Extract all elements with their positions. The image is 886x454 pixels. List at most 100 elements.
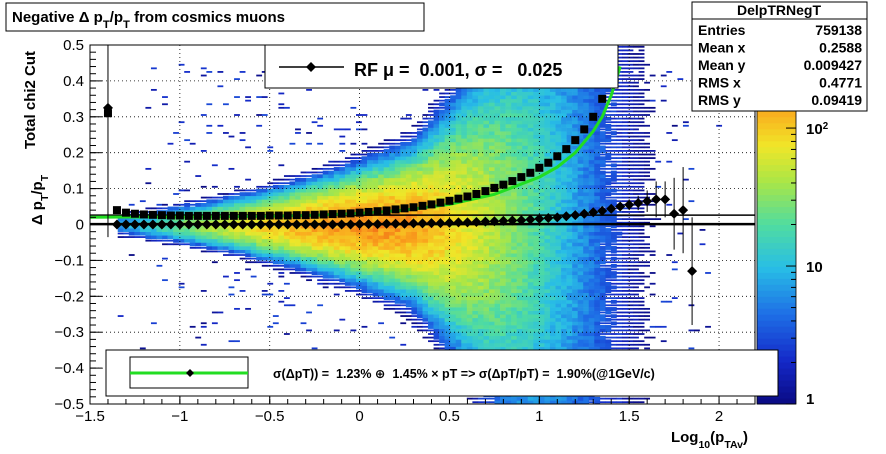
heatmap-cell: [511, 321, 518, 326]
heatmap-cell: [527, 210, 534, 215]
heatmap-cell: [383, 256, 390, 261]
heatmap-cell: [422, 174, 429, 179]
heatmap-cell: [428, 156, 434, 161]
heatmap-cell: [544, 116, 551, 121]
heatmap-cell: [272, 238, 279, 243]
heatmap-cell: [272, 256, 279, 261]
heatmap-cell: [572, 120, 578, 125]
heatmap-cell: [555, 109, 562, 114]
heatmap-cell: [566, 307, 573, 311]
heatmap-cell: [599, 401, 606, 404]
heatmap-cell: [428, 103, 434, 106]
heatmap-cell: [333, 260, 340, 265]
heatmap-cell: [610, 397, 617, 400]
heatmap-cell: [234, 279, 240, 282]
heatmap-cell: [311, 177, 318, 182]
heatmap-cell: [416, 138, 423, 143]
heatmap-cell: [583, 303, 590, 308]
heatmap-cell: [594, 220, 601, 225]
heatmap-cell: [505, 224, 512, 229]
heatmap-cell: [411, 228, 418, 232]
heatmap-cell: [461, 106, 468, 110]
heatmap-cell: [378, 185, 385, 189]
heatmap-cell: [383, 167, 390, 171]
heatmap-cell: [610, 224, 617, 229]
heatmap-cell: [428, 170, 434, 175]
heatmap-cell: [394, 199, 401, 204]
heatmap-cell: [461, 303, 468, 308]
heatmap-cell: [505, 174, 512, 179]
heatmap-cell: [300, 185, 307, 189]
heatmap-cell: [416, 260, 423, 265]
heatmap-cell: [311, 271, 318, 276]
heatmap-cell: [283, 178, 290, 181]
heatmap-cell: [455, 256, 462, 261]
heatmap-cell: [422, 138, 429, 143]
heatmap-cell: [350, 329, 357, 332]
heatmap-cell: [466, 228, 473, 232]
heatmap-cell: [289, 268, 296, 271]
heatmap-cell: [444, 231, 451, 236]
heatmap-cell: [610, 220, 617, 225]
heatmap-cell: [367, 235, 373, 240]
heatmap-cell: [500, 134, 506, 139]
heatmap-cell: [527, 400, 534, 405]
heatmap-cell: [405, 263, 412, 268]
heatmap-cell: [605, 92, 612, 95]
heatmap-cell: [594, 156, 601, 161]
heatmap-cell: [572, 174, 578, 179]
heatmap-cell: [505, 342, 512, 347]
heatmap-cell: [350, 206, 357, 211]
heatmap-cell: [217, 71, 224, 73]
heatmap-cell: [228, 199, 235, 204]
heatmap-cell: [234, 340, 240, 343]
heatmap-cell: [561, 278, 567, 283]
heatmap-cell: [527, 134, 534, 139]
heatmap-cell: [533, 116, 540, 121]
heatmap-cell: [461, 285, 468, 290]
heatmap-cell: [344, 185, 351, 189]
heatmap-cell: [278, 231, 285, 236]
heatmap-cell: [272, 235, 279, 240]
heatmap-cell: [561, 249, 567, 254]
heatmap-cell: [594, 296, 601, 301]
heatmap-cell: [588, 238, 595, 243]
heatmap-cell: [416, 210, 423, 215]
heatmap-cell: [566, 238, 573, 243]
heatmap-cell: [422, 281, 429, 286]
heatmap-cell: [361, 235, 368, 240]
heatmap-cell: [361, 128, 368, 131]
heatmap-cell: [378, 170, 385, 175]
heatmap-cell: [588, 335, 595, 340]
heatmap-cell: [522, 260, 529, 265]
heatmap-cell: [372, 150, 379, 152]
heatmap-cell: [367, 297, 373, 299]
heatmap-cell: [394, 217, 401, 222]
heatmap-cell: [477, 185, 484, 189]
heatmap-cell: [405, 267, 412, 272]
heatmap-cell: [489, 317, 495, 322]
heatmap-cell: [516, 149, 523, 153]
heatmap-cell: [544, 263, 551, 268]
heatmap-cell: [245, 261, 252, 264]
heatmap-cell: [328, 192, 335, 197]
heatmap-cell: [383, 274, 390, 279]
heatmap-cell: [494, 106, 501, 110]
heatmap-cell: [344, 286, 351, 289]
heatmap-cell: [461, 274, 468, 279]
heatmap-cell: [322, 164, 329, 167]
heatmap-cell: [405, 315, 412, 317]
heatmap-cell: [461, 88, 468, 92]
heatmap-cell: [378, 195, 385, 200]
heatmap-cell: [527, 332, 534, 337]
heatmap-cell: [350, 217, 357, 222]
heatmap-cell: [588, 231, 595, 236]
heatmap-cell: [450, 263, 457, 268]
heatmap-cell: [588, 202, 595, 207]
heatmap-cell: [289, 304, 296, 307]
heatmap-cell: [461, 159, 468, 164]
heatmap-cell: [239, 249, 246, 254]
heatmap-cell: [433, 181, 440, 186]
heatmap-cell: [422, 231, 429, 236]
heatmap-cell: [250, 192, 257, 197]
